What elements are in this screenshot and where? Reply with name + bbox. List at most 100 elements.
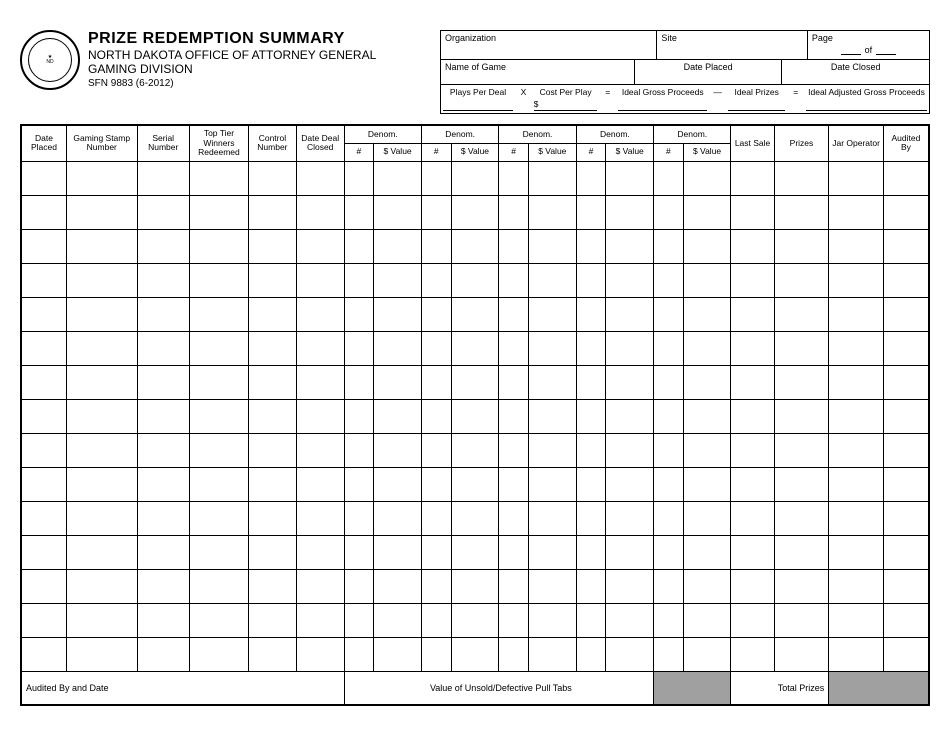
table-cell[interactable] [249, 161, 297, 195]
table-cell[interactable] [344, 331, 374, 365]
table-cell[interactable] [731, 535, 774, 569]
table-cell[interactable] [576, 603, 606, 637]
table-cell[interactable] [21, 229, 67, 263]
table-cell[interactable] [576, 501, 606, 535]
table-cell[interactable] [137, 229, 189, 263]
table-cell[interactable] [883, 637, 929, 671]
table-cell[interactable] [374, 501, 422, 535]
table-cell[interactable] [654, 535, 684, 569]
table-cell[interactable] [451, 501, 499, 535]
table-cell[interactable] [774, 467, 829, 501]
table-cell[interactable] [137, 569, 189, 603]
table-cell[interactable] [21, 331, 67, 365]
table-cell[interactable] [137, 263, 189, 297]
table-cell[interactable] [296, 603, 344, 637]
table-cell[interactable] [137, 331, 189, 365]
table-cell[interactable] [189, 569, 248, 603]
table-cell[interactable] [606, 331, 654, 365]
table-cell[interactable] [499, 535, 529, 569]
table-cell[interactable] [249, 637, 297, 671]
table-cell[interactable] [137, 433, 189, 467]
table-cell[interactable] [137, 399, 189, 433]
table-cell[interactable] [731, 637, 774, 671]
table-cell[interactable] [296, 399, 344, 433]
table-cell[interactable] [67, 569, 138, 603]
table-cell[interactable] [576, 331, 606, 365]
table-cell[interactable] [731, 297, 774, 331]
table-cell[interactable] [829, 161, 884, 195]
table-cell[interactable] [774, 365, 829, 399]
table-cell[interactable] [731, 229, 774, 263]
table-cell[interactable] [606, 569, 654, 603]
table-cell[interactable] [21, 399, 67, 433]
table-cell[interactable] [451, 399, 499, 433]
table-cell[interactable] [883, 229, 929, 263]
table-cell[interactable] [829, 569, 884, 603]
table-cell[interactable] [137, 297, 189, 331]
table-cell[interactable] [451, 365, 499, 399]
table-cell[interactable] [774, 229, 829, 263]
table-cell[interactable] [21, 161, 67, 195]
table-cell[interactable] [829, 433, 884, 467]
table-cell[interactable] [21, 433, 67, 467]
table-cell[interactable] [654, 399, 684, 433]
table-cell[interactable] [296, 161, 344, 195]
table-cell[interactable] [67, 229, 138, 263]
table-cell[interactable] [374, 331, 422, 365]
table-cell[interactable] [528, 569, 576, 603]
ideal-adj-input[interactable] [806, 99, 927, 111]
table-cell[interactable] [296, 331, 344, 365]
table-cell[interactable] [21, 501, 67, 535]
table-cell[interactable] [67, 467, 138, 501]
table-cell[interactable] [189, 263, 248, 297]
table-cell[interactable] [499, 297, 529, 331]
table-cell[interactable] [21, 569, 67, 603]
table-cell[interactable] [137, 603, 189, 637]
table-cell[interactable] [576, 637, 606, 671]
table-cell[interactable] [528, 603, 576, 637]
table-cell[interactable] [499, 569, 529, 603]
table-cell[interactable] [296, 229, 344, 263]
table-cell[interactable] [374, 229, 422, 263]
table-cell[interactable] [67, 195, 138, 229]
table-cell[interactable] [683, 603, 731, 637]
table-cell[interactable] [451, 467, 499, 501]
table-cell[interactable] [576, 297, 606, 331]
table-cell[interactable] [67, 297, 138, 331]
table-cell[interactable] [731, 569, 774, 603]
table-cell[interactable] [528, 467, 576, 501]
table-cell[interactable] [829, 331, 884, 365]
table-cell[interactable] [829, 263, 884, 297]
table-cell[interactable] [451, 603, 499, 637]
table-cell[interactable] [374, 399, 422, 433]
table-cell[interactable] [731, 195, 774, 229]
table-cell[interactable] [774, 637, 829, 671]
table-cell[interactable] [883, 569, 929, 603]
table-cell[interactable] [683, 161, 731, 195]
table-cell[interactable] [606, 365, 654, 399]
table-cell[interactable] [528, 637, 576, 671]
table-cell[interactable] [137, 637, 189, 671]
table-cell[interactable] [883, 161, 929, 195]
table-cell[interactable] [883, 433, 929, 467]
table-cell[interactable] [67, 535, 138, 569]
table-cell[interactable] [883, 331, 929, 365]
table-cell[interactable] [374, 637, 422, 671]
table-cell[interactable] [344, 467, 374, 501]
table-cell[interactable] [683, 229, 731, 263]
table-cell[interactable] [67, 365, 138, 399]
table-cell[interactable] [296, 637, 344, 671]
table-cell[interactable] [606, 263, 654, 297]
table-cell[interactable] [296, 365, 344, 399]
table-cell[interactable] [21, 297, 67, 331]
table-cell[interactable] [683, 331, 731, 365]
table-cell[interactable] [528, 297, 576, 331]
site-field[interactable]: Site [657, 31, 807, 59]
table-cell[interactable] [499, 637, 529, 671]
table-cell[interactable] [374, 535, 422, 569]
table-cell[interactable] [499, 229, 529, 263]
table-cell[interactable] [499, 467, 529, 501]
table-cell[interactable] [883, 467, 929, 501]
table-cell[interactable] [189, 637, 248, 671]
table-cell[interactable] [499, 263, 529, 297]
